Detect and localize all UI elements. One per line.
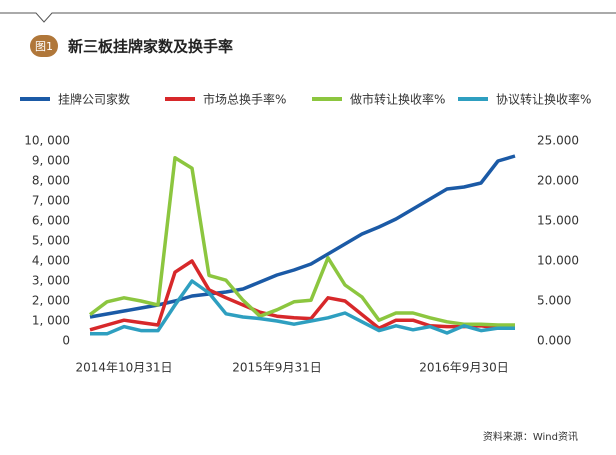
y2-tick-label: 5.000	[537, 294, 571, 308]
y-tick-label: 6, 000	[32, 214, 70, 228]
y-tick-label: 4, 000	[32, 254, 70, 268]
y-tick-label: 0	[62, 334, 70, 348]
y-tick-label: 3, 000	[32, 274, 70, 288]
y-tick-label: 7, 000	[32, 194, 70, 208]
y-tick-label: 8, 000	[32, 174, 70, 188]
badge: 图1	[35, 40, 53, 53]
y-tick-label: 10, 000	[24, 134, 70, 148]
y2-tick-label: 15.000	[537, 214, 579, 228]
series-line	[89, 259, 515, 332]
legend-label: 做市转让换收率%	[350, 92, 445, 107]
x-tick-label: 2016年9月30日	[419, 361, 508, 375]
chart-title: 新三板挂牌家数及换手率	[68, 38, 233, 56]
series-line	[90, 279, 515, 336]
x-tick-label: 2014年10月31日	[75, 361, 172, 375]
series-line	[88, 156, 515, 327]
y-tick-label: 5, 000	[32, 234, 70, 248]
y2-tick-label: 10.000	[537, 254, 579, 268]
legend-label: 挂牌公司家数	[58, 92, 130, 107]
y-tick-label: 2, 000	[32, 294, 70, 308]
source: 资料来源：Wind资讯	[483, 430, 578, 443]
y-tick-label: 1, 000	[32, 314, 70, 328]
legend-label: 协议转让换收率%	[496, 92, 591, 107]
series-line	[89, 154, 516, 319]
x-tick-label: 2015年9月31日	[232, 361, 321, 375]
y2-tick-label: 20.000	[537, 174, 579, 188]
y2-tick-label: 25.000	[537, 134, 579, 148]
top-rule	[0, 12, 616, 23]
legend-label: 市场总换手率%	[203, 92, 286, 107]
y-tick-label: 9, 000	[32, 154, 70, 168]
badge-bg	[30, 35, 58, 57]
y2-tick-label: 0.000	[537, 334, 571, 348]
